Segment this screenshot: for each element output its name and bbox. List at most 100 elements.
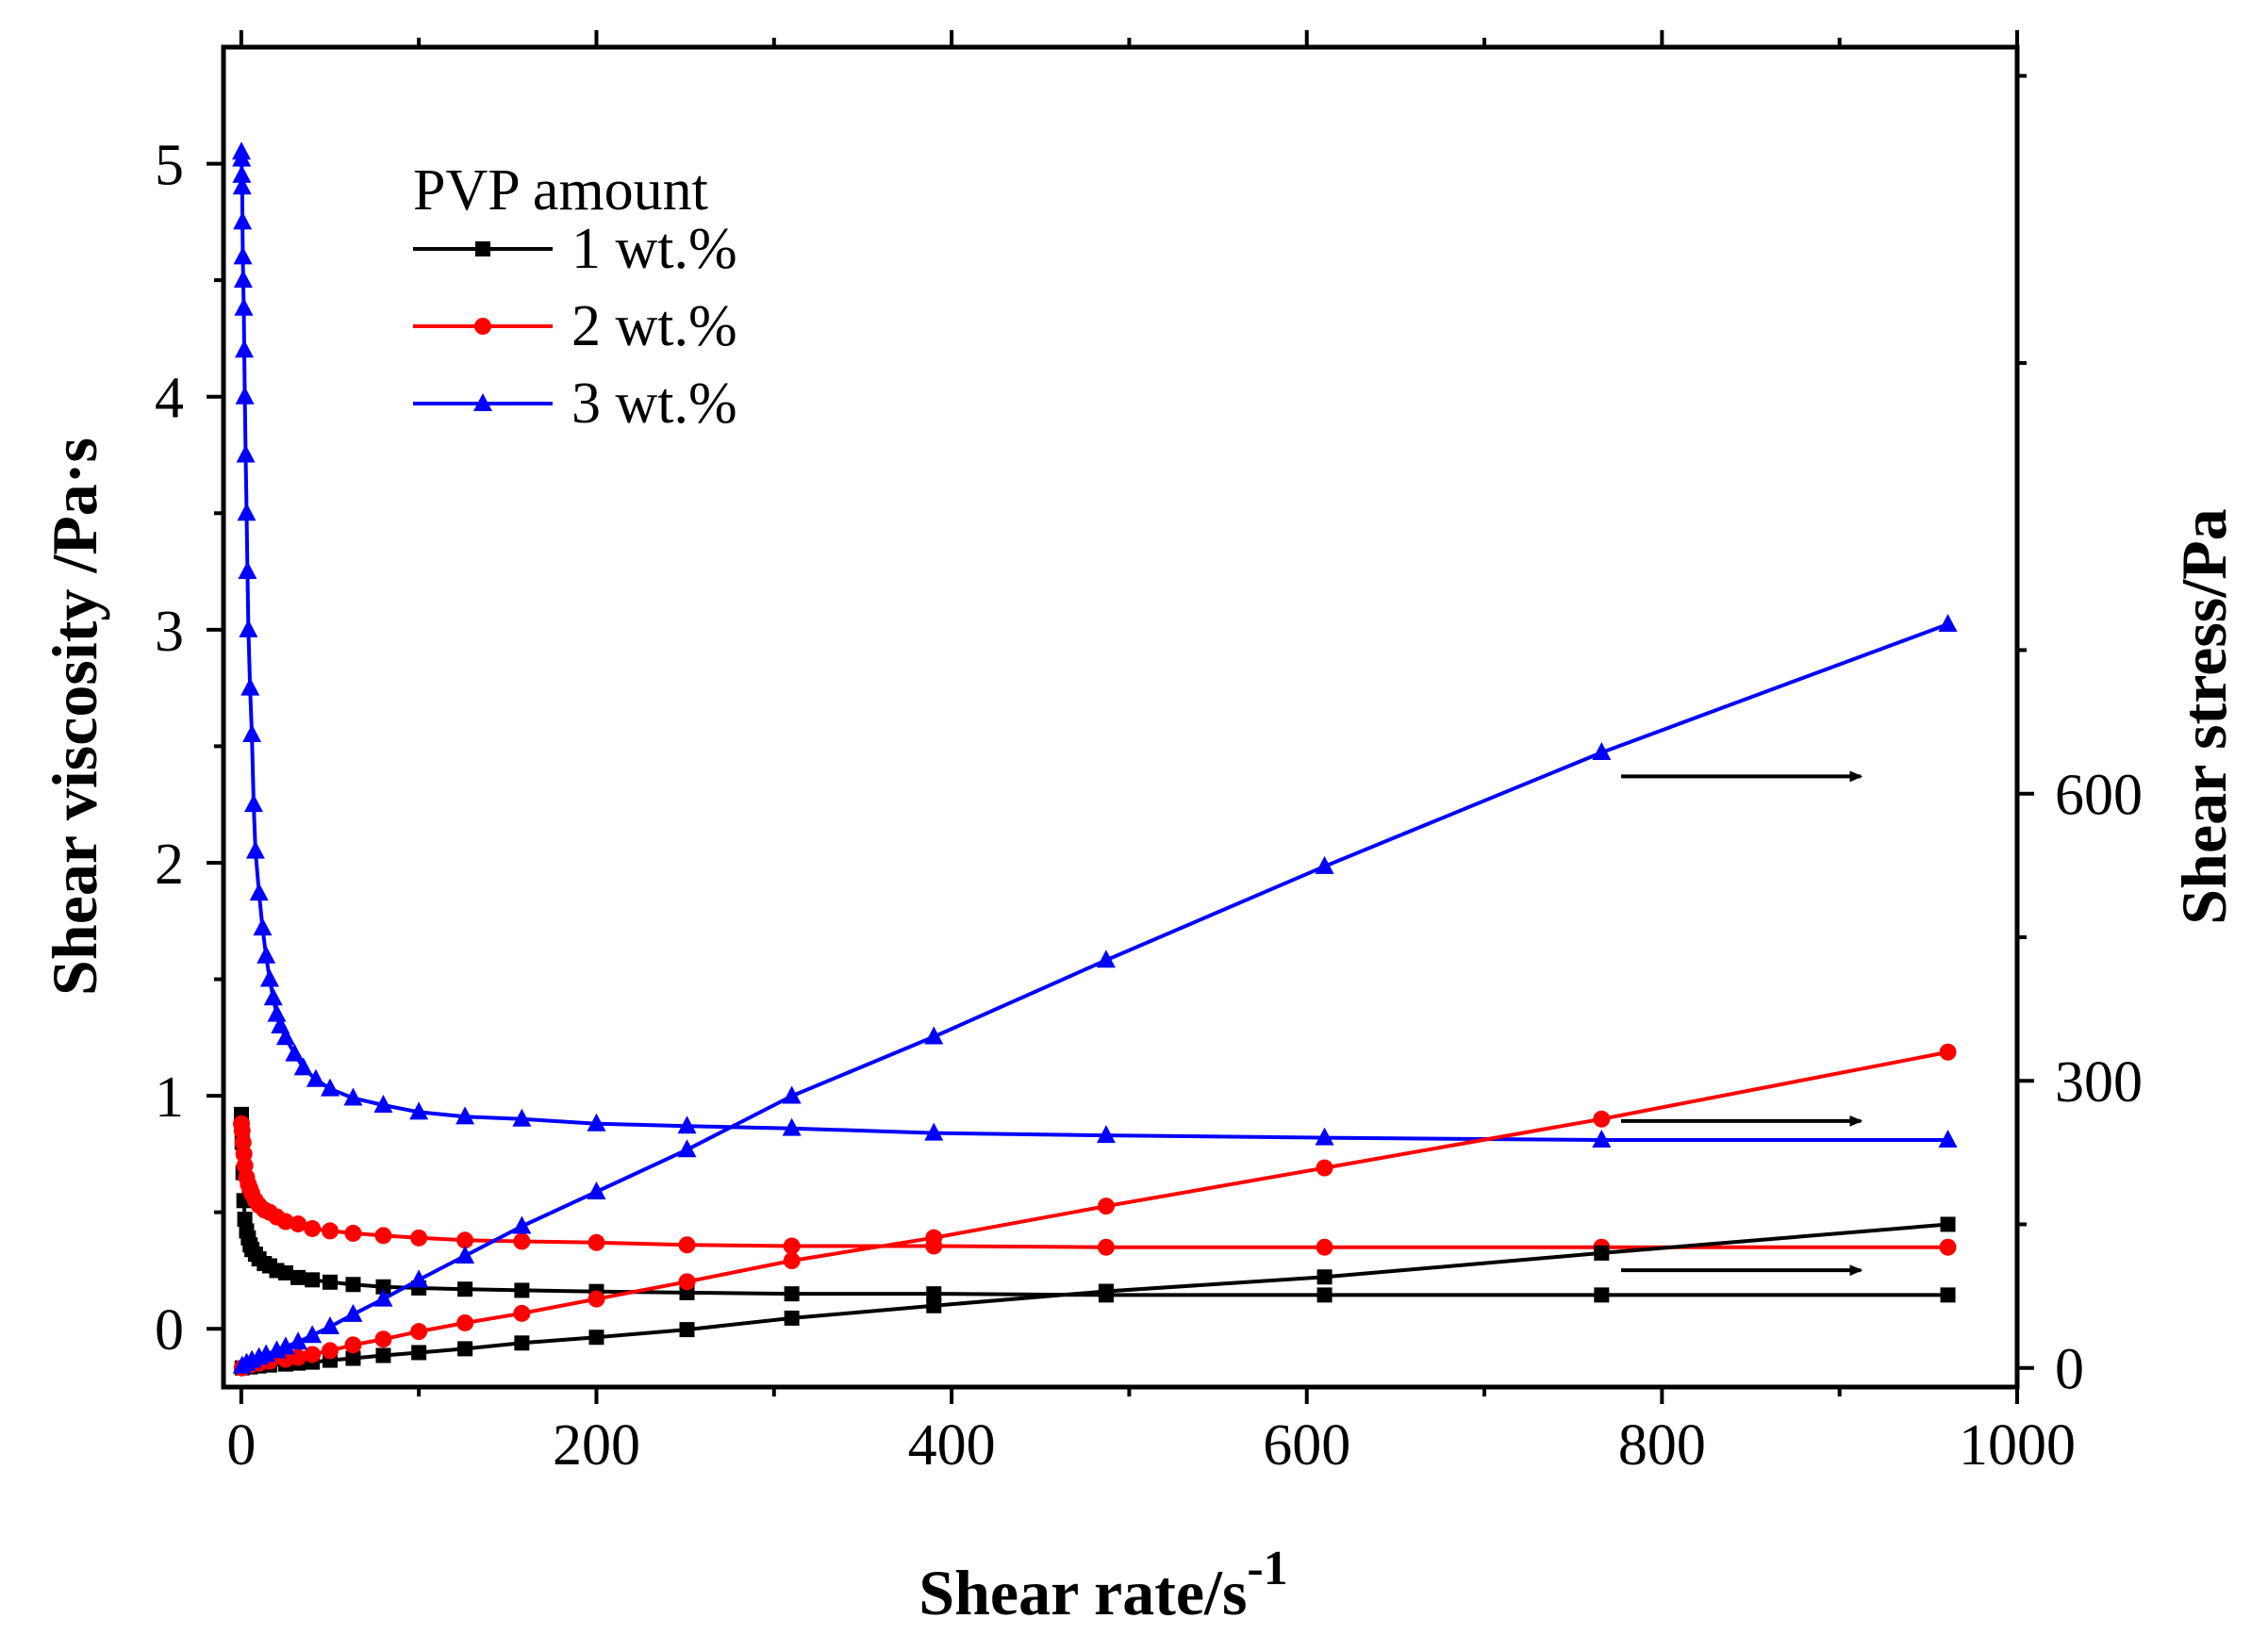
data-point-viscosity (373, 1094, 393, 1113)
data-point-viscosity (513, 1232, 531, 1250)
data-point-viscosity (238, 561, 257, 580)
data-point-viscosity (926, 1286, 942, 1302)
data-point-viscosity (1940, 1287, 1956, 1303)
data-point-viscosity (257, 945, 276, 964)
x-tick-label: 600 (1263, 1413, 1350, 1478)
data-point-viscosity (263, 987, 283, 1006)
data-point-stress (304, 1346, 322, 1363)
legend-title: PVP amount (413, 158, 708, 223)
data-point-viscosity (233, 270, 253, 289)
data-point-stress (303, 1325, 323, 1344)
data-point-stress (588, 1330, 604, 1346)
data-point-viscosity (374, 1227, 392, 1245)
data-point-stress (411, 1345, 427, 1361)
data-point-viscosity (588, 1233, 605, 1251)
x-tick-label: 400 (908, 1413, 996, 1478)
legend-entry: 2 wt.% (413, 294, 737, 358)
legend: PVP amount 1 wt.% 2 wt.% 3 wt.% (413, 158, 737, 436)
x-tick-label: 1000 (1959, 1413, 2076, 1478)
data-point-stress (784, 1310, 800, 1326)
y-axis-title-left: Shear viscosity /Pa·s (39, 438, 110, 996)
y-left-tick-label: 5 (155, 134, 184, 198)
legend-swatch-marker (474, 318, 491, 335)
annotation-arrows (1621, 770, 1863, 1277)
data-point-viscosity (235, 386, 255, 405)
data-point-viscosity (290, 1269, 306, 1285)
data-point-stress (1592, 742, 1612, 761)
data-point-viscosity (782, 1117, 802, 1136)
data-point-stress (1315, 855, 1334, 874)
data-point-viscosity (277, 1264, 293, 1280)
data-point-viscosity (239, 619, 258, 637)
data-point-stress (1593, 1110, 1611, 1128)
y-right-tick-label: 0 (2055, 1338, 2084, 1402)
data-point-viscosity (1315, 1127, 1334, 1146)
data-point-viscosity (345, 1277, 361, 1293)
legend-entry: 1 wt.% (413, 217, 737, 281)
data-point-viscosity (457, 1281, 473, 1297)
data-point-stress (289, 1331, 308, 1350)
data-point-stress (409, 1269, 429, 1288)
data-point-viscosity (233, 246, 253, 265)
data-point-viscosity (455, 1106, 475, 1125)
data-point-stress (374, 1330, 392, 1348)
x-axis-title: Shear rate/s-1 (919, 1542, 1287, 1628)
data-point-stress (587, 1181, 606, 1199)
data-point-viscosity (409, 1101, 429, 1120)
data-point-stress (926, 1297, 942, 1313)
data-point-viscosity (237, 1212, 253, 1228)
data-point-viscosity (290, 1215, 307, 1233)
data-point-stress (514, 1335, 530, 1351)
data-point-viscosity (1097, 1238, 1115, 1256)
data-point-stress (679, 1322, 695, 1338)
data-point-stress (320, 1316, 339, 1335)
data-point-stress (1096, 950, 1116, 968)
data-point-viscosity (587, 1113, 606, 1132)
x-tick-label: 800 (1618, 1413, 1706, 1478)
data-point-stress (455, 1245, 475, 1264)
data-point-viscosity (235, 339, 255, 358)
data-point-stress (1939, 1043, 1957, 1061)
data-point-viscosity (1316, 1287, 1333, 1303)
data-point-viscosity (1594, 1287, 1610, 1303)
plot-area (207, 30, 2034, 1404)
series-line-viscosity-1 (240, 1123, 1948, 1249)
data-point-viscosity (1096, 1125, 1116, 1144)
y-left-tick-label: 0 (155, 1298, 184, 1363)
x-axis-title-base: Shear rate/s (919, 1557, 1247, 1628)
data-point-viscosity (267, 1003, 287, 1022)
y-left-tick-label: 3 (155, 600, 184, 664)
data-point-viscosity (1316, 1238, 1333, 1256)
plot-frame (221, 44, 2020, 1390)
series-markers (232, 141, 1958, 1377)
data-point-stress (344, 1336, 362, 1354)
data-point-viscosity (343, 1087, 363, 1106)
data-point-stress (343, 1303, 363, 1322)
legend-swatch-marker (473, 393, 492, 411)
data-point-stress (1316, 1269, 1333, 1285)
data-point-stress (678, 1273, 696, 1291)
data-point-viscosity (306, 1068, 325, 1087)
x-tick-label: 200 (553, 1413, 640, 1478)
data-point-viscosity (305, 1272, 321, 1288)
data-point-viscosity (259, 968, 279, 987)
series-line-stress-5 (240, 622, 1949, 1368)
y-axis-title-right: Shear stress/Pa (2168, 508, 2240, 924)
data-point-viscosity (253, 917, 273, 936)
data-point-viscosity (1938, 1130, 1958, 1148)
data-point-stress (588, 1290, 605, 1308)
data-point-viscosity (293, 1057, 313, 1076)
data-point-viscosity (784, 1286, 800, 1302)
data-point-viscosity (344, 1224, 362, 1242)
data-point-viscosity (232, 164, 252, 183)
data-point-viscosity (678, 1236, 696, 1254)
data-point-viscosity (242, 724, 262, 743)
data-point-viscosity (249, 883, 269, 901)
y-right-tick-label: 600 (2055, 764, 2143, 828)
data-point-stress (1098, 1283, 1114, 1299)
data-point-viscosity (410, 1229, 428, 1247)
series-line-stress-4 (241, 1049, 1948, 1370)
y-right-tick-label: 300 (2055, 1050, 2143, 1115)
data-point-stress (1316, 1159, 1333, 1177)
legend-swatch-marker (475, 241, 490, 256)
